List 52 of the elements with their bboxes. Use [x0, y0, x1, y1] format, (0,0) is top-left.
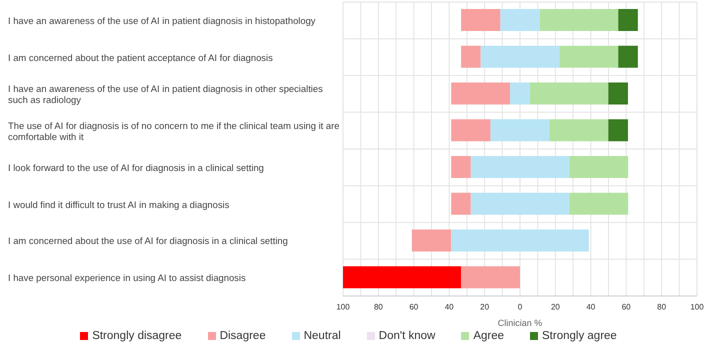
x-tick-label: 60 — [622, 302, 632, 312]
bar — [343, 266, 462, 288]
bar — [412, 230, 452, 252]
legend-label: Strongly agree — [542, 330, 617, 342]
bar — [451, 230, 589, 252]
legend-label: Disagree — [220, 330, 266, 342]
legend-label: Agree — [473, 330, 504, 342]
y-tick-label: I am concerned about the patient acceptance of AI for diagnosis — [8, 52, 273, 63]
bar — [618, 9, 638, 31]
bar — [569, 156, 628, 178]
legend-label: Strongly disagree — [92, 330, 182, 342]
bar — [461, 9, 500, 31]
y-tick-label: I am concerned about the use of AI for diagnosis in a clinical setting — [8, 235, 288, 246]
bar — [461, 266, 520, 288]
bar — [490, 119, 550, 142]
y-tick-label: I look forward to the use of AI for diagnosis in a clinical setting — [8, 162, 264, 173]
x-axis-title: Clinician % — [498, 318, 542, 328]
bar — [470, 192, 570, 215]
x-tick-label: 20 — [550, 302, 560, 312]
bar — [608, 119, 628, 142]
bar — [618, 46, 638, 68]
x-tick-label: 80 — [374, 302, 384, 312]
bar — [500, 9, 540, 31]
x-tick-label: 0 — [518, 302, 523, 312]
legend-label: Neutral — [304, 330, 341, 342]
bar — [608, 82, 628, 104]
y-tick-label: The use of AI for diagnosis is of no concern to me if the clinical team using it are comfortable with it — [8, 120, 340, 142]
bar — [461, 46, 481, 68]
x-tick-label: 80 — [657, 302, 667, 312]
x-tick-label: 60 — [409, 302, 419, 312]
y-tick-label: I would find it difficult to trust AI in making a diagnosis — [8, 198, 230, 210]
bar — [451, 119, 490, 142]
bar — [559, 46, 618, 68]
bar — [569, 192, 628, 215]
x-tick-label: 100 — [336, 302, 350, 312]
x-tick-label: 40 — [444, 302, 454, 312]
x-tick-label: 100 — [690, 302, 704, 312]
bar — [480, 46, 560, 68]
bar — [510, 82, 530, 104]
bar — [451, 156, 471, 178]
legend-label: Don't know — [378, 330, 436, 342]
x-tick-label: 20 — [480, 302, 490, 312]
bar — [530, 82, 608, 104]
bar — [451, 192, 471, 215]
bar — [451, 82, 510, 104]
bar — [470, 156, 570, 178]
x-tick-label: 40 — [586, 302, 596, 312]
y-tick-label: I have an awareness of the use of AI in patient diagnosis in histopathology — [8, 14, 316, 26]
y-tick-label: I have an awareness of the use of AI in patient diagnosis in other specialties such as radiology — [8, 82, 324, 105]
bar — [540, 9, 618, 31]
y-tick-label: I have personal experience in using AI to assist diagnosis — [8, 272, 246, 284]
bar — [549, 119, 608, 142]
